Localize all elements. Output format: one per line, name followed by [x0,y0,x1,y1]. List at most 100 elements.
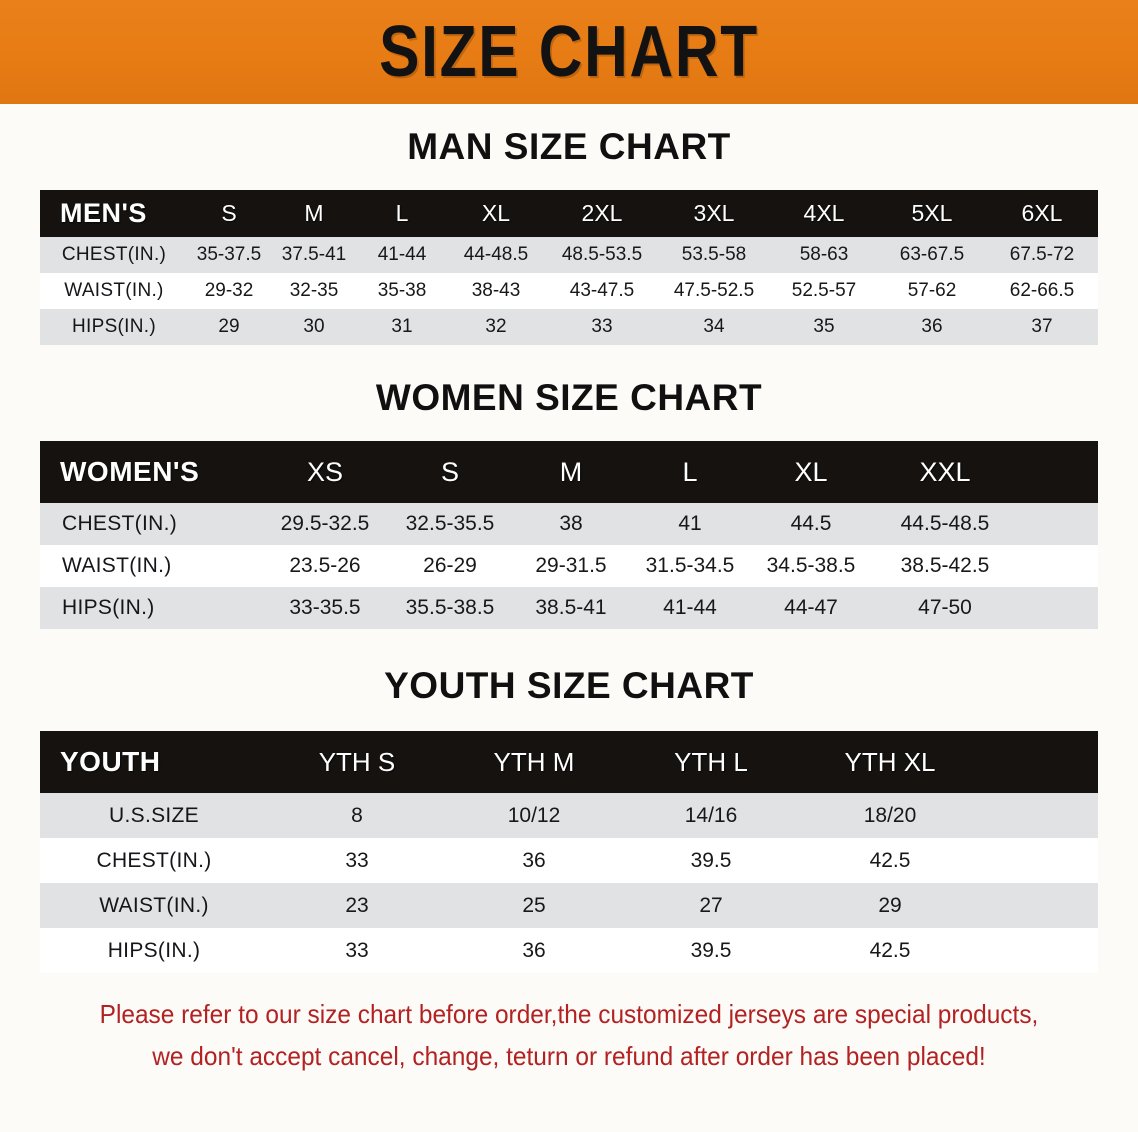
table-row: HIPS(IN.) 29 30 31 32 33 34 35 36 37 [40,309,1098,345]
man-cell-waist-0: 29-32 [204,280,254,301]
man-col-header-4: 2XL [581,200,623,226]
women-cell-waist-4: 34.5-38.5 [766,554,856,577]
women-header-row: WOMEN'S XS S M L XL XXL [40,441,1098,503]
women-cell-hips-0: 33-35.5 [289,596,361,619]
table-row: CHEST(IN.) 29.5-32.5 32.5-35.5 38 41 44.… [40,503,1098,545]
man-cell-chest-8: 67.5-72 [1009,244,1075,265]
women-section-title: WOMEN SIZE CHART [375,377,763,418]
youth-cell-hips-0: 33 [345,938,369,962]
women-col-header-4: XL [794,456,828,487]
women-corner-label: WOMEN'S [60,456,200,487]
women-cell-hips-5: 47-50 [918,596,972,619]
women-cell-hips-1: 35.5-38.5 [405,596,495,619]
size-chart-banner: SIZE CHART [0,0,1138,104]
man-col-header-3: XL [481,200,511,226]
women-cell-hips-4: 44-47 [784,596,838,619]
women-col-header-3: L [682,456,698,487]
women-cell-waist-5: 38.5-42.5 [900,554,990,577]
youth-row-label-chest: CHEST(IN.) [96,848,212,872]
man-col-header-0: S [221,200,237,226]
man-cell-hips-4: 33 [591,316,613,337]
youth-header-row: YOUTH YTH S YTH M YTH L YTH XL [40,731,1098,793]
women-header-filler [1018,441,1098,503]
women-row-label-hips: HIPS(IN.) [62,596,155,619]
youth-cell-waist-1: 25 [522,893,546,917]
youth-row-label-waist: WAIST(IN.) [99,893,209,917]
youth-cell-hips-3: 42.5 [869,938,911,962]
man-col-header-8: 6XL [1021,200,1063,226]
man-cell-hips-5: 34 [703,316,725,337]
man-row-label-waist: WAIST(IN.) [64,280,164,301]
table-row: HIPS(IN.) 33 36 39.5 42.5 [40,928,1098,973]
women-row-filler [1018,545,1098,587]
man-section-title: MAN SIZE CHART [407,126,731,167]
man-cell-hips-1: 30 [303,316,325,337]
man-cell-hips-0: 29 [218,316,240,337]
disclaimer-line-1: Please refer to our size chart before or… [99,999,1039,1029]
youth-cell-hips-2: 39.5 [690,938,732,962]
women-row-filler [1018,503,1098,545]
man-cell-chest-1: 37.5-41 [281,244,347,265]
women-size-table: WOMEN'S XS S M L XL XXL CHEST(IN.) 29.5-… [40,441,1098,629]
women-row-label-chest: CHEST(IN.) [62,512,177,535]
women-cell-chest-2: 38 [559,512,583,535]
youth-row-filler [980,928,1098,973]
youth-size-table: YOUTH YTH S YTH M YTH L YTH XL U.S.SIZE … [40,731,1098,973]
man-row-label-chest: CHEST(IN.) [61,244,167,265]
women-col-header-2: M [559,456,583,487]
man-size-table: MEN'S S M L XL 2XL 3XL 4XL 5XL 6XL CHEST… [40,190,1098,345]
women-cell-chest-1: 32.5-35.5 [405,512,495,535]
man-cell-waist-3: 38-43 [471,280,521,301]
youth-col-header-0: YTH S [318,746,396,777]
man-cell-chest-0: 35-37.5 [196,244,262,265]
youth-size-table-wrap: YOUTH YTH S YTH M YTH L YTH XL U.S.SIZE … [40,731,1098,973]
women-cell-chest-5: 44.5-48.5 [900,512,990,535]
women-row-filler [1018,587,1098,629]
youth-row-filler [980,883,1098,928]
man-header-row: MEN'S S M L XL 2XL 3XL 4XL 5XL 6XL [40,190,1098,237]
man-corner-label: MEN'S [60,198,147,228]
women-cell-chest-0: 29.5-32.5 [280,512,370,535]
youth-row-label-hips: HIPS(IN.) [107,938,201,962]
women-cell-waist-3: 31.5-34.5 [645,554,735,577]
man-cell-waist-1: 32-35 [289,280,339,301]
man-cell-chest-7: 63-67.5 [899,244,965,265]
man-cell-waist-8: 62-66.5 [1009,280,1075,301]
table-row: CHEST(IN.) 33 36 39.5 42.5 [40,838,1098,883]
youth-cell-chest-3: 42.5 [869,848,911,872]
youth-cell-waist-3: 29 [878,893,902,917]
youth-cell-ussize-1: 10/12 [507,803,561,827]
women-size-table-wrap: WOMEN'S XS S M L XL XXL CHEST(IN.) 29.5-… [40,441,1098,629]
youth-row-filler [980,838,1098,883]
youth-header-filler [980,731,1098,793]
youth-row-filler [980,793,1098,838]
youth-cell-ussize-0: 8 [351,803,363,827]
table-row: WAIST(IN.) 23.5-26 26-29 29-31.5 31.5-34… [40,545,1098,587]
man-col-header-6: 4XL [803,200,845,226]
man-cell-waist-5: 47.5-52.5 [673,280,755,301]
youth-cell-waist-2: 27 [699,893,723,917]
table-row: CHEST(IN.) 35-37.5 37.5-41 41-44 44-48.5… [40,237,1098,273]
youth-section-title: YOUTH SIZE CHART [384,665,754,706]
man-col-header-5: 3XL [693,200,735,226]
man-cell-chest-5: 53.5-58 [681,244,747,265]
man-cell-waist-2: 35-38 [377,280,427,301]
man-cell-waist-6: 52.5-57 [791,280,857,301]
women-cell-chest-4: 44.5 [790,512,832,535]
man-cell-hips-2: 31 [391,316,413,337]
women-cell-hips-2: 38.5-41 [535,596,607,619]
youth-cell-chest-2: 39.5 [690,848,732,872]
man-cell-chest-3: 44-48.5 [463,244,529,265]
youth-col-header-1: YTH M [493,746,575,777]
man-cell-waist-4: 43-47.5 [569,280,635,301]
man-cell-hips-8: 37 [1031,316,1053,337]
women-cell-waist-1: 26-29 [423,554,477,577]
women-cell-chest-3: 41 [678,512,702,535]
disclaimer-line-2: we don't accept cancel, change, teturn o… [152,1041,986,1072]
women-col-header-0: XS [306,456,344,487]
man-cell-waist-7: 57-62 [907,280,957,301]
youth-cell-chest-1: 36 [522,848,546,872]
man-row-label-hips: HIPS(IN.) [72,316,156,337]
disclaimer-note: Please refer to our size chart before or… [57,993,1082,1077]
women-col-header-1: S [440,456,459,487]
